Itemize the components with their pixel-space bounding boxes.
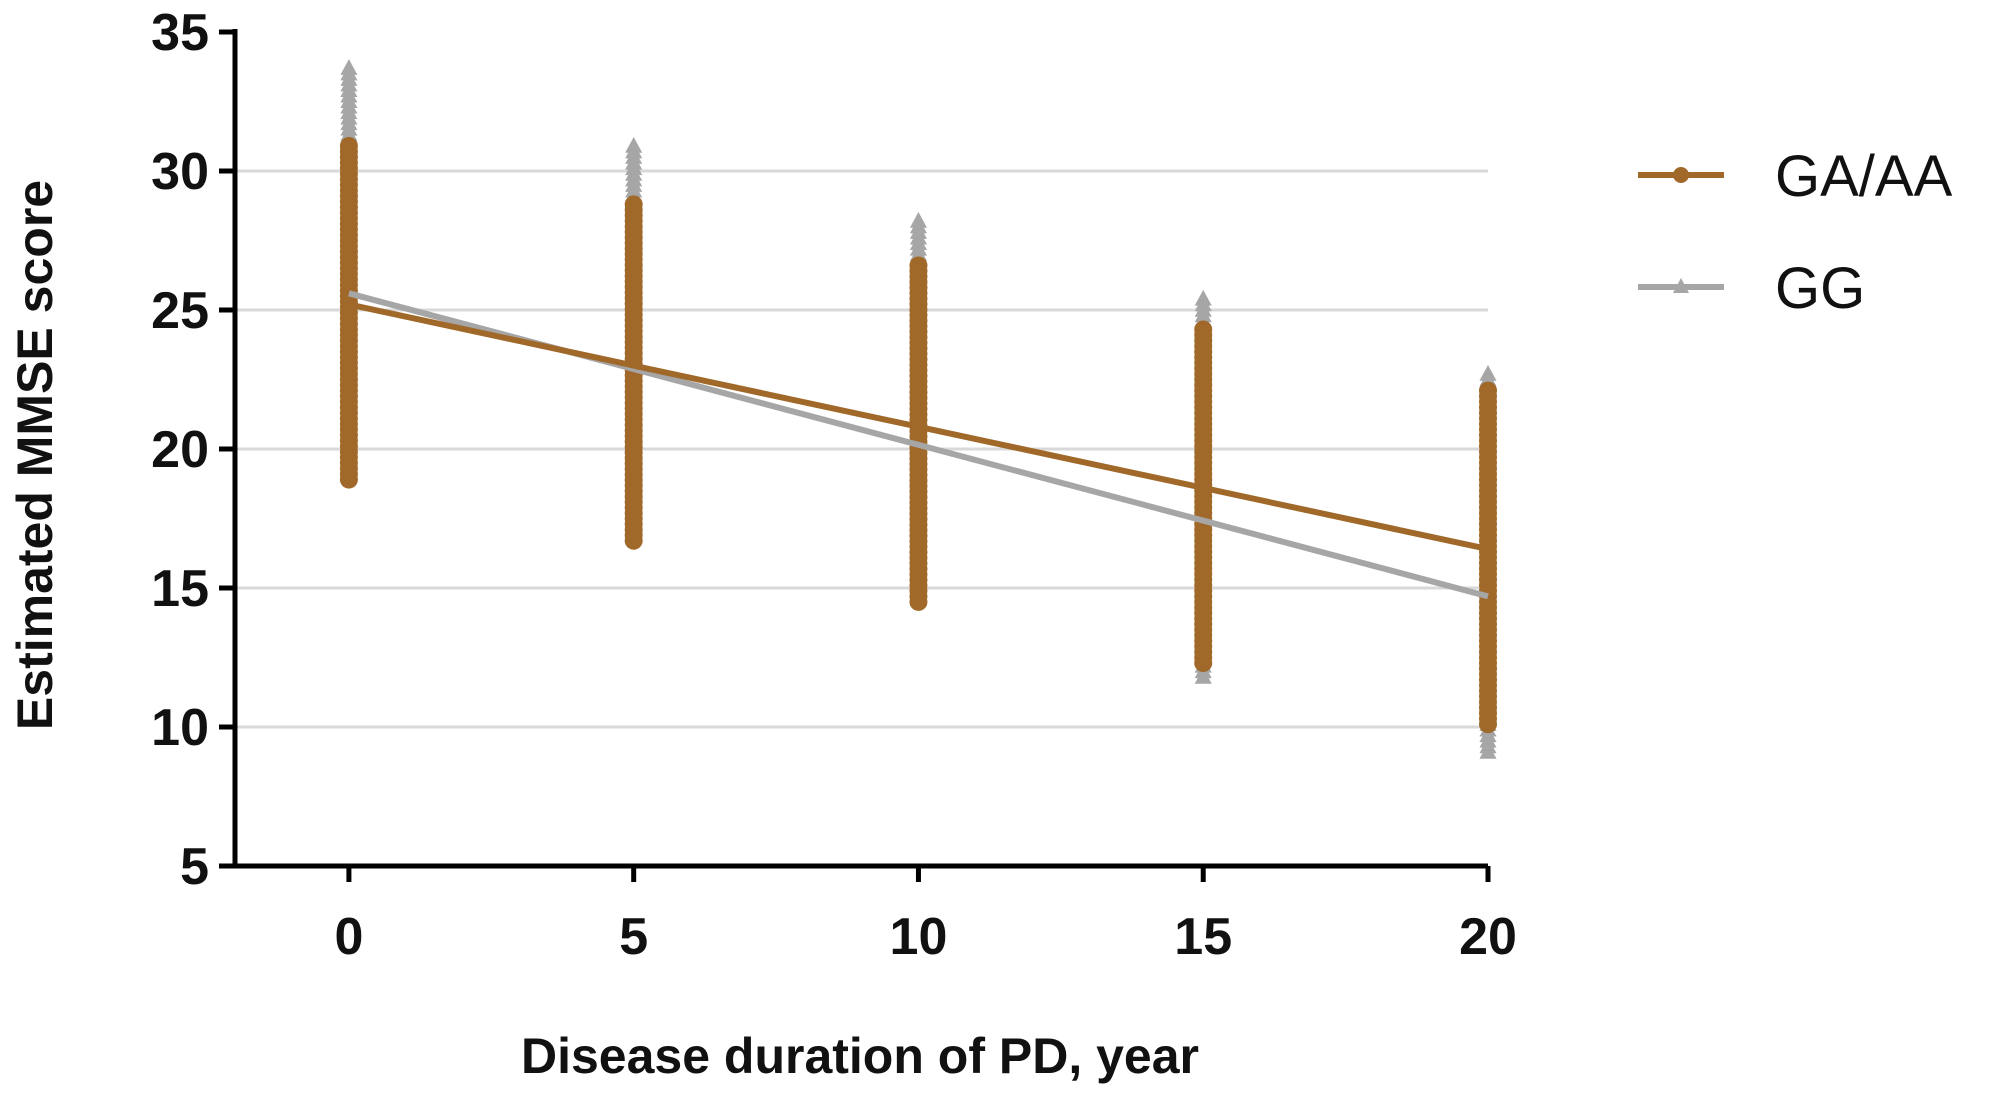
y-tick-label-10: 10 [151, 699, 209, 757]
y-tick-label-30: 30 [151, 143, 209, 201]
y-tick-label-5: 5 [180, 838, 209, 896]
y-tick-label-35: 35 [151, 4, 209, 62]
x-tick-label-15: 15 [1174, 908, 1232, 966]
data-marks [339, 59, 1497, 759]
legend-entry-gg[interactable]: GG [1638, 256, 1865, 321]
x-tick-label-5: 5 [619, 908, 648, 966]
x-tick-label-20: 20 [1459, 908, 1517, 966]
point-ga-aa-x15 [1194, 320, 1213, 339]
x-tick-label-10: 10 [890, 908, 948, 966]
point-gg-x15 [1194, 289, 1212, 306]
x-tick-label-0: 0 [334, 908, 363, 966]
gridlines [235, 169, 1488, 729]
point-gg-x20 [1479, 364, 1497, 381]
axes [219, 29, 1491, 882]
legend-label-gg: GG [1775, 256, 1865, 321]
y-tick-label-20: 20 [151, 421, 209, 479]
point-ga-aa-x5 [624, 195, 643, 214]
point-ga-aa-x10 [909, 256, 928, 275]
y-axis-title: Estimated MMSE score [7, 180, 63, 730]
legend-marker-ga-aa [1673, 167, 1689, 183]
point-gg-x10 [909, 212, 928, 228]
y-tick-label-15: 15 [151, 560, 209, 618]
point-gg-x5 [625, 136, 643, 153]
point-ga-aa-x20 [1479, 381, 1497, 400]
y-tick-label-25: 25 [151, 282, 209, 340]
legend: GA/AA GG [1638, 144, 1953, 321]
legend-label-ga-aa: GA/AA [1775, 144, 1953, 209]
legend-marker-gg [1673, 278, 1689, 293]
point-ga-aa-x0 [339, 136, 358, 155]
x-axis-title: Disease duration of PD, year [521, 1028, 1199, 1084]
fit-line-ga-aa [348, 301, 1489, 553]
tick-labels: 5 10 15 20 25 30 35 0 5 10 15 20 [151, 4, 1517, 966]
point-gg-x0 [340, 59, 358, 75]
legend-entry-ga-aa[interactable]: GA/AA [1638, 144, 1953, 209]
